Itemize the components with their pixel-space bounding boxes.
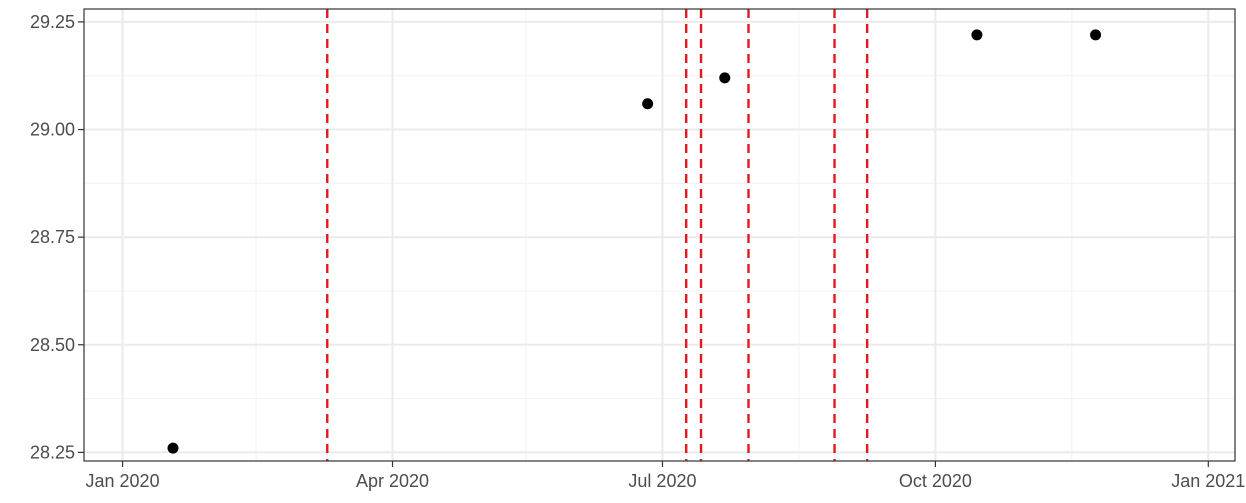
- data-points: [167, 29, 1102, 454]
- y-tick-label: 29.25: [30, 12, 75, 32]
- major-grid: [84, 9, 1235, 461]
- x-tick-label: Jan 2020: [86, 471, 160, 491]
- data-point: [719, 72, 731, 84]
- y-tick-label: 29.00: [30, 120, 75, 140]
- x-tick-label: Oct 2020: [899, 471, 972, 491]
- y-axis: 28.25 28.50 28.75 29.00 29.25: [30, 12, 84, 462]
- x-tick-label: Jul 2020: [628, 471, 696, 491]
- x-tick-label: Jan 2021: [1171, 471, 1245, 491]
- data-point: [167, 442, 179, 454]
- x-axis: Jan 2020 Apr 2020 Jul 2020 Oct 2020 Jan 2021: [86, 461, 1245, 491]
- y-tick-label: 28.50: [30, 335, 75, 355]
- data-point: [1090, 29, 1102, 41]
- panel-border: [83, 8, 1236, 462]
- data-point: [971, 29, 983, 41]
- minor-grid: [84, 9, 1235, 461]
- y-tick-label: 28.75: [30, 227, 75, 247]
- data-point: [642, 98, 654, 110]
- y-tick-label: 28.25: [30, 442, 75, 462]
- x-tick-label: Apr 2020: [356, 471, 429, 491]
- reference-lines: [326, 9, 869, 461]
